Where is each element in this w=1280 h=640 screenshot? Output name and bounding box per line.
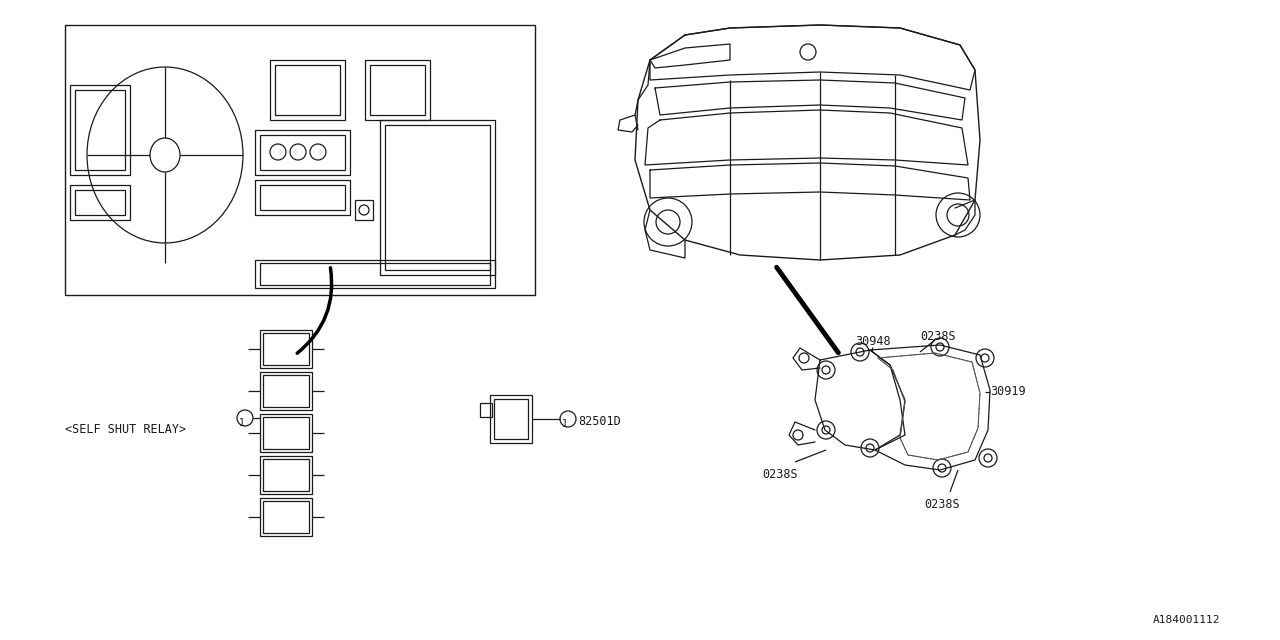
Bar bbox=[355, 200, 372, 220]
Circle shape bbox=[980, 354, 989, 362]
Bar bbox=[260, 330, 312, 368]
Text: 0238S: 0238S bbox=[762, 468, 797, 481]
Bar bbox=[255, 180, 349, 215]
Bar bbox=[262, 501, 308, 533]
Bar bbox=[76, 190, 125, 215]
Bar bbox=[260, 414, 312, 452]
Bar bbox=[490, 395, 532, 443]
Text: A184001112: A184001112 bbox=[1152, 615, 1220, 625]
Text: 82501D: 82501D bbox=[579, 415, 621, 428]
Bar bbox=[260, 263, 490, 285]
Bar bbox=[260, 372, 312, 410]
Bar bbox=[70, 85, 131, 175]
Bar bbox=[494, 399, 529, 439]
Bar bbox=[262, 417, 308, 449]
Text: <SELF SHUT RELAY>: <SELF SHUT RELAY> bbox=[65, 423, 186, 436]
Bar bbox=[76, 90, 125, 170]
Circle shape bbox=[861, 439, 879, 457]
Bar bbox=[260, 185, 346, 210]
Circle shape bbox=[822, 366, 829, 374]
Bar bbox=[480, 403, 492, 417]
Bar bbox=[275, 65, 340, 115]
Bar bbox=[365, 60, 430, 120]
Circle shape bbox=[817, 361, 835, 379]
Circle shape bbox=[822, 426, 829, 434]
Bar bbox=[380, 120, 495, 275]
Bar bbox=[262, 333, 308, 365]
Bar bbox=[385, 125, 490, 270]
Bar bbox=[65, 25, 535, 295]
Text: 1: 1 bbox=[562, 419, 568, 429]
Bar bbox=[270, 60, 346, 120]
Bar bbox=[260, 456, 312, 494]
Circle shape bbox=[977, 349, 995, 367]
Circle shape bbox=[799, 353, 809, 363]
Circle shape bbox=[938, 464, 946, 472]
Circle shape bbox=[817, 421, 835, 439]
Circle shape bbox=[936, 343, 945, 351]
Circle shape bbox=[856, 348, 864, 356]
Bar bbox=[370, 65, 425, 115]
Circle shape bbox=[933, 459, 951, 477]
Circle shape bbox=[794, 430, 803, 440]
Bar bbox=[255, 260, 495, 288]
Bar bbox=[260, 135, 346, 170]
Circle shape bbox=[237, 410, 253, 426]
Circle shape bbox=[984, 454, 992, 462]
Bar bbox=[255, 130, 349, 175]
Circle shape bbox=[867, 444, 874, 452]
Text: 0238S: 0238S bbox=[924, 498, 960, 511]
Text: 30948: 30948 bbox=[855, 335, 891, 348]
Bar bbox=[262, 375, 308, 407]
Circle shape bbox=[931, 338, 948, 356]
Bar bbox=[260, 498, 312, 536]
Text: 1: 1 bbox=[239, 418, 244, 428]
Circle shape bbox=[979, 449, 997, 467]
Text: 30919: 30919 bbox=[989, 385, 1025, 398]
Circle shape bbox=[561, 411, 576, 427]
Bar bbox=[70, 185, 131, 220]
Circle shape bbox=[851, 343, 869, 361]
Bar bbox=[262, 459, 308, 491]
Text: 0238S: 0238S bbox=[920, 330, 956, 343]
